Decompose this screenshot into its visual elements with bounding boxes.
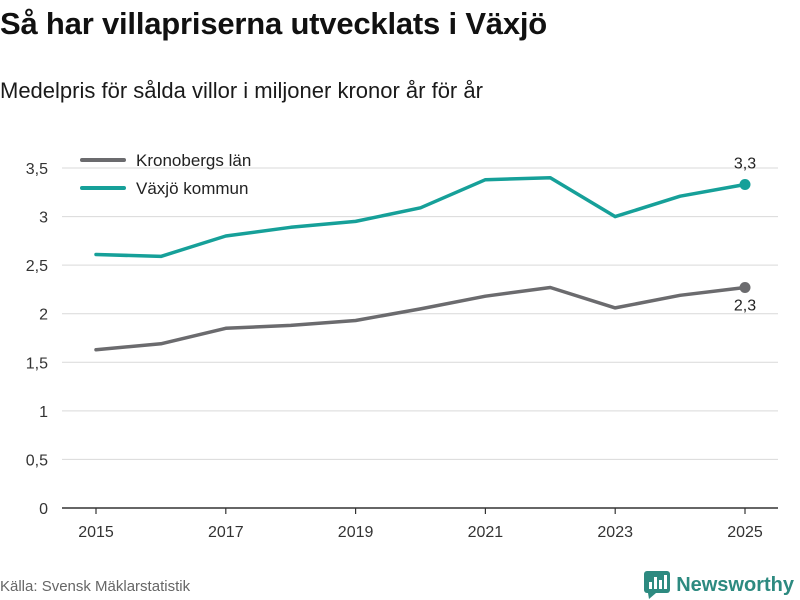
- newsworthy-logo-icon: [644, 571, 671, 599]
- y-tick-label: 3,5: [26, 161, 48, 178]
- y-tick-label: 3: [39, 210, 48, 227]
- series-line-vaxjo-kommun: [94, 175, 747, 259]
- newsworthy-brand[interactable]: Newsworthy: [644, 570, 794, 600]
- chart-subtitle: Medelpris för sålda villor i miljoner kr…: [0, 78, 483, 103]
- x-tick-label: 2017: [208, 524, 244, 541]
- y-tick-label: 0: [39, 501, 48, 518]
- y-tick-label: 2: [39, 307, 48, 324]
- x-tick-label: 2021: [468, 524, 504, 541]
- brand-name: Newsworthy: [676, 573, 794, 596]
- x-tick-label: 2015: [78, 524, 114, 541]
- series-end-label: 3,3: [734, 156, 756, 173]
- y-tick-label: 1,5: [26, 355, 48, 372]
- source-note: Källa: Svensk Mäklarstatistik: [0, 578, 191, 595]
- y-tick-label: 1: [39, 404, 48, 421]
- series-end-point: [739, 179, 751, 191]
- legend-label: Växjö kommun: [136, 179, 248, 198]
- x-tick-label: 2025: [727, 524, 763, 541]
- series-end-label: 2,3: [734, 297, 756, 314]
- x-tick-label: 2019: [338, 524, 374, 541]
- y-tick-label: 2,5: [26, 258, 48, 275]
- legend-label: Kronobergs län: [136, 151, 251, 170]
- series-end-point: [739, 281, 751, 293]
- series-line-kronobergs-lan: [94, 285, 747, 352]
- chart-title: Så har villapriserna utvecklats i Växjö: [0, 6, 548, 41]
- y-tick-label: 0,5: [26, 452, 48, 469]
- x-tick-label: 2023: [597, 524, 633, 541]
